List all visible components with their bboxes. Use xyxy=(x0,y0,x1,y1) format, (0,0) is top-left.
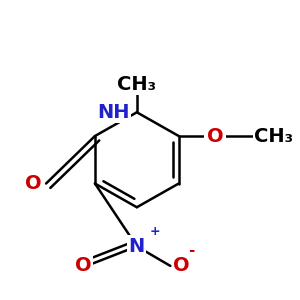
Text: O: O xyxy=(76,256,92,275)
Text: +: + xyxy=(149,225,160,238)
Text: O: O xyxy=(173,256,190,275)
Text: O: O xyxy=(207,127,224,146)
Text: CH₃: CH₃ xyxy=(117,75,156,94)
Text: NH: NH xyxy=(98,103,130,122)
Text: CH₃: CH₃ xyxy=(254,127,293,146)
Text: -: - xyxy=(188,242,195,257)
Text: O: O xyxy=(25,174,42,193)
Text: N: N xyxy=(129,237,145,256)
